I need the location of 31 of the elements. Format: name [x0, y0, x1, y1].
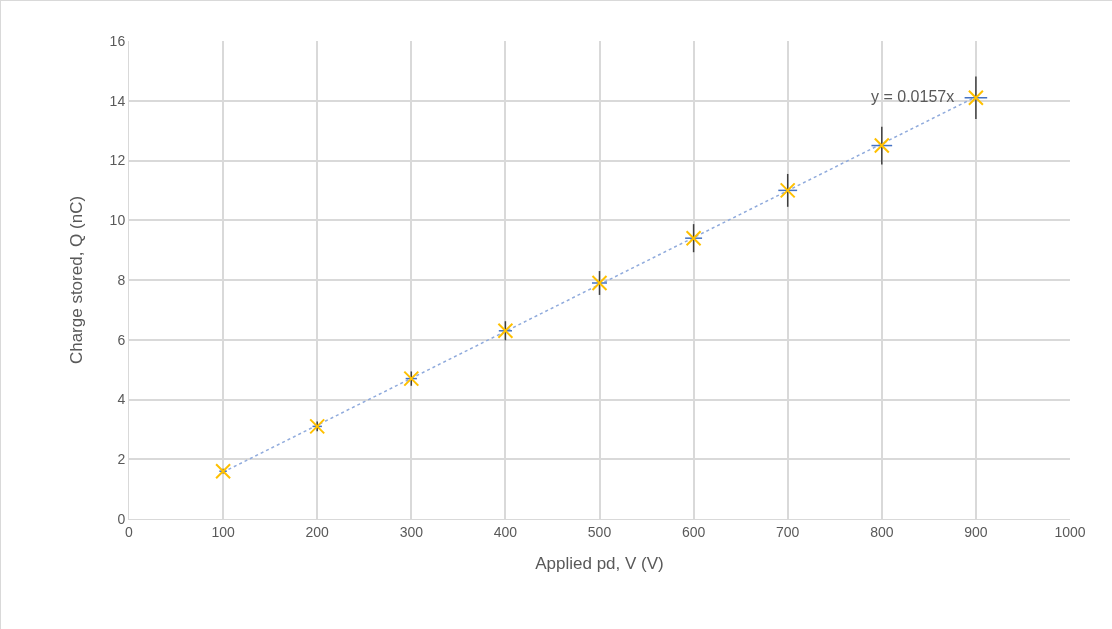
- y-tick-label: 16: [109, 32, 126, 49]
- x-tick-label: 600: [681, 523, 706, 540]
- point: [309, 418, 326, 435]
- y-tick-label: 8: [117, 271, 126, 288]
- y-tick-label: 12: [109, 152, 126, 169]
- y-tick-label: 4: [117, 391, 126, 408]
- x-tick-label: 500: [587, 523, 612, 540]
- x-tick-label: 1000: [1054, 523, 1086, 540]
- y-axis-title: Charge stored, Q (nC): [67, 195, 87, 365]
- y-tick-label: 0: [117, 510, 126, 527]
- y-tick-label: 6: [117, 331, 126, 348]
- y-tick-label: 14: [109, 92, 126, 109]
- point: [497, 322, 514, 339]
- point: [215, 463, 232, 480]
- y-tick-label: 10: [109, 212, 126, 229]
- x-tick-label: 800: [870, 523, 894, 540]
- x-tick-label: 700: [776, 523, 800, 540]
- y-tick-label: 2: [117, 451, 126, 468]
- point: [591, 274, 608, 291]
- point: [779, 182, 796, 199]
- annotation: y = 0.0157x: [871, 88, 955, 105]
- x-tick-label: 300: [399, 523, 424, 540]
- point: [403, 370, 420, 387]
- x-axis-title: Applied pd, V (V): [535, 554, 664, 574]
- point: [873, 137, 890, 154]
- x-tick-label: 900: [964, 523, 988, 540]
- point: [967, 89, 984, 106]
- x-tick-label: 400: [493, 523, 518, 540]
- x-tick-label: 200: [305, 523, 330, 540]
- x-tick-label: 100: [211, 523, 235, 540]
- point: [685, 230, 702, 247]
